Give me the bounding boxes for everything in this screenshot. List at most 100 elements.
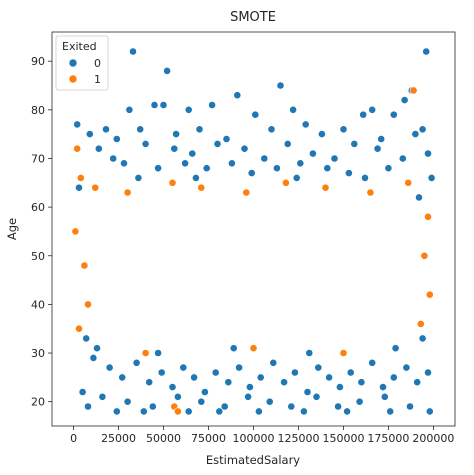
series-0-point-13 [251,110,260,119]
series-1-point-4 [123,188,132,197]
series-0-point-26 [222,135,231,143]
series-0-point-44 [373,144,382,153]
series-0-point-80 [256,373,265,382]
y-tick-label-3: 50 [31,250,45,263]
series-0-points [73,47,436,416]
series-0-point-21 [102,125,110,134]
series-0-point-65 [75,183,83,192]
series-0-point-37 [213,139,222,148]
series-0-point-3 [276,81,285,90]
series-0-point-8 [125,105,134,114]
series-0-point-57 [384,164,393,173]
series-0-point-73 [179,363,188,372]
series-0-point-119 [343,407,351,416]
series-0-point-106 [312,392,321,401]
series-0-point-108 [355,397,364,406]
series-0-point-84 [303,388,312,396]
series-1-point-18 [75,324,83,333]
series-0-point-96 [78,388,87,396]
series-0-point-31 [411,130,420,138]
series-0-point-20 [85,130,94,138]
x-tick-label-8: 200000 [412,432,454,445]
series-0-point-118 [299,407,308,416]
series-1-point-6 [197,183,206,192]
series-1-points [71,86,434,416]
series-1-point-14 [173,407,182,416]
series-1-point-23 [249,344,258,353]
series-0-point-7 [73,120,82,129]
series-0-point-27 [267,125,276,134]
series-0-point-69 [132,358,141,367]
series-0-point-64 [415,193,423,202]
legend-title: Exited [62,40,97,53]
series-1-point-3 [91,183,100,192]
x-tick-label-3: 75000 [191,432,226,445]
series-1-point-17 [84,300,92,309]
series-0-point-53 [272,164,281,173]
series-1-point-16 [80,261,89,270]
series-0-point-103 [244,392,252,401]
series-0-point-87 [335,383,344,391]
series-0-point-67 [105,363,114,372]
series-0-point-30 [377,135,386,143]
series-0-point-60 [191,173,200,182]
series-0-point-114 [139,407,148,416]
series-0-point-110 [406,402,414,411]
series-1-point-2 [76,173,85,182]
chart-title: SMOTE [230,10,276,25]
series-0-point-97 [98,392,107,401]
y-axis-label: Age [5,218,19,240]
series-0-point-127 [418,334,427,343]
series-1-point-19 [420,251,429,260]
series-0-point-117 [254,407,263,416]
x-axis: 0 25000 50000 75000 100000 125000 150000 175000… [70,426,454,445]
series-0-point-42 [330,154,339,163]
series-0-point-66 [89,353,98,362]
series-0-point-22 [112,135,121,143]
series-1-point-22 [339,349,348,357]
series-1-point-15 [71,227,80,236]
series-0-point-85 [314,363,323,372]
series-0-point-54 [296,159,305,168]
series-0-point-98 [123,397,132,406]
series-0-point-46 [424,149,432,158]
series-0-point-72 [168,383,177,391]
series-0-point-33 [109,154,118,163]
series-0-point-17 [368,105,377,114]
series-0-point-43 [350,139,359,148]
series-0-point-34 [141,139,150,148]
series-0-point-120 [386,407,395,416]
series-0-point-126 [82,334,91,343]
series-0-point-71 [157,368,166,377]
series-0-point-83 [290,368,299,377]
series-0-point-51 [227,159,236,168]
series-1-point-0 [409,86,418,95]
series-0-point-101 [197,397,206,406]
series-0-point-115 [184,407,193,416]
series-0-point-77 [224,378,233,387]
x-tick-label-7: 175000 [367,432,409,445]
y-tick-label-4: 60 [31,201,45,214]
y-tick-label-6: 80 [31,104,45,117]
series-0-point-123 [229,344,238,353]
series-0-point-121 [93,344,101,353]
series-0-point-124 [305,349,314,357]
series-0-point-92 [389,373,398,382]
series-1-point-10 [366,188,375,197]
series-0-point-47 [120,159,128,168]
series-0-point-24 [172,130,180,138]
x-tick-label-1: 25000 [101,432,136,445]
series-0-point-10 [159,101,168,109]
series-0-point-6 [400,96,409,104]
series-0-point-16 [359,110,368,119]
series-0-point-94 [413,378,422,387]
series-0-point-14 [289,105,297,114]
series-0-point-91 [379,383,387,391]
x-tick-label-5: 125000 [277,432,319,445]
series-0-point-23 [136,125,145,134]
series-0-point-11 [184,105,193,114]
series-1-point-9 [321,183,330,192]
series-0-point-63 [427,173,436,182]
x-tick-label-0: 0 [70,432,77,445]
series-0-point-122 [154,349,162,357]
